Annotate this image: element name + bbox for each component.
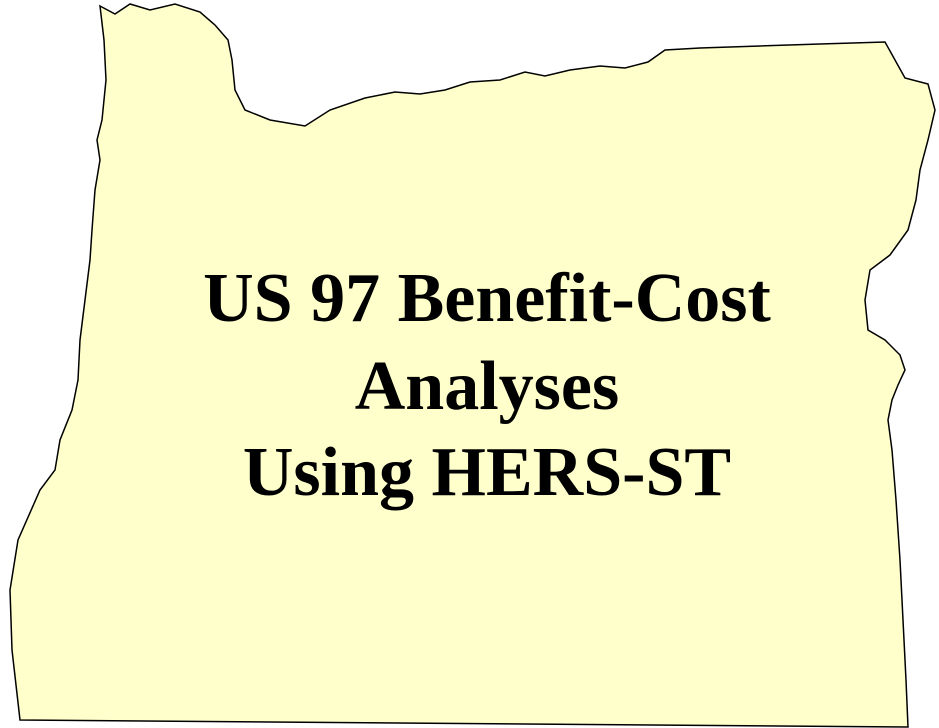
title-line: Using HERS-ST [243, 434, 731, 511]
oregon-map [9, 3, 936, 728]
title-line: Analyses [355, 348, 619, 425]
title-line: US 97 Benefit-Cost [203, 260, 771, 337]
